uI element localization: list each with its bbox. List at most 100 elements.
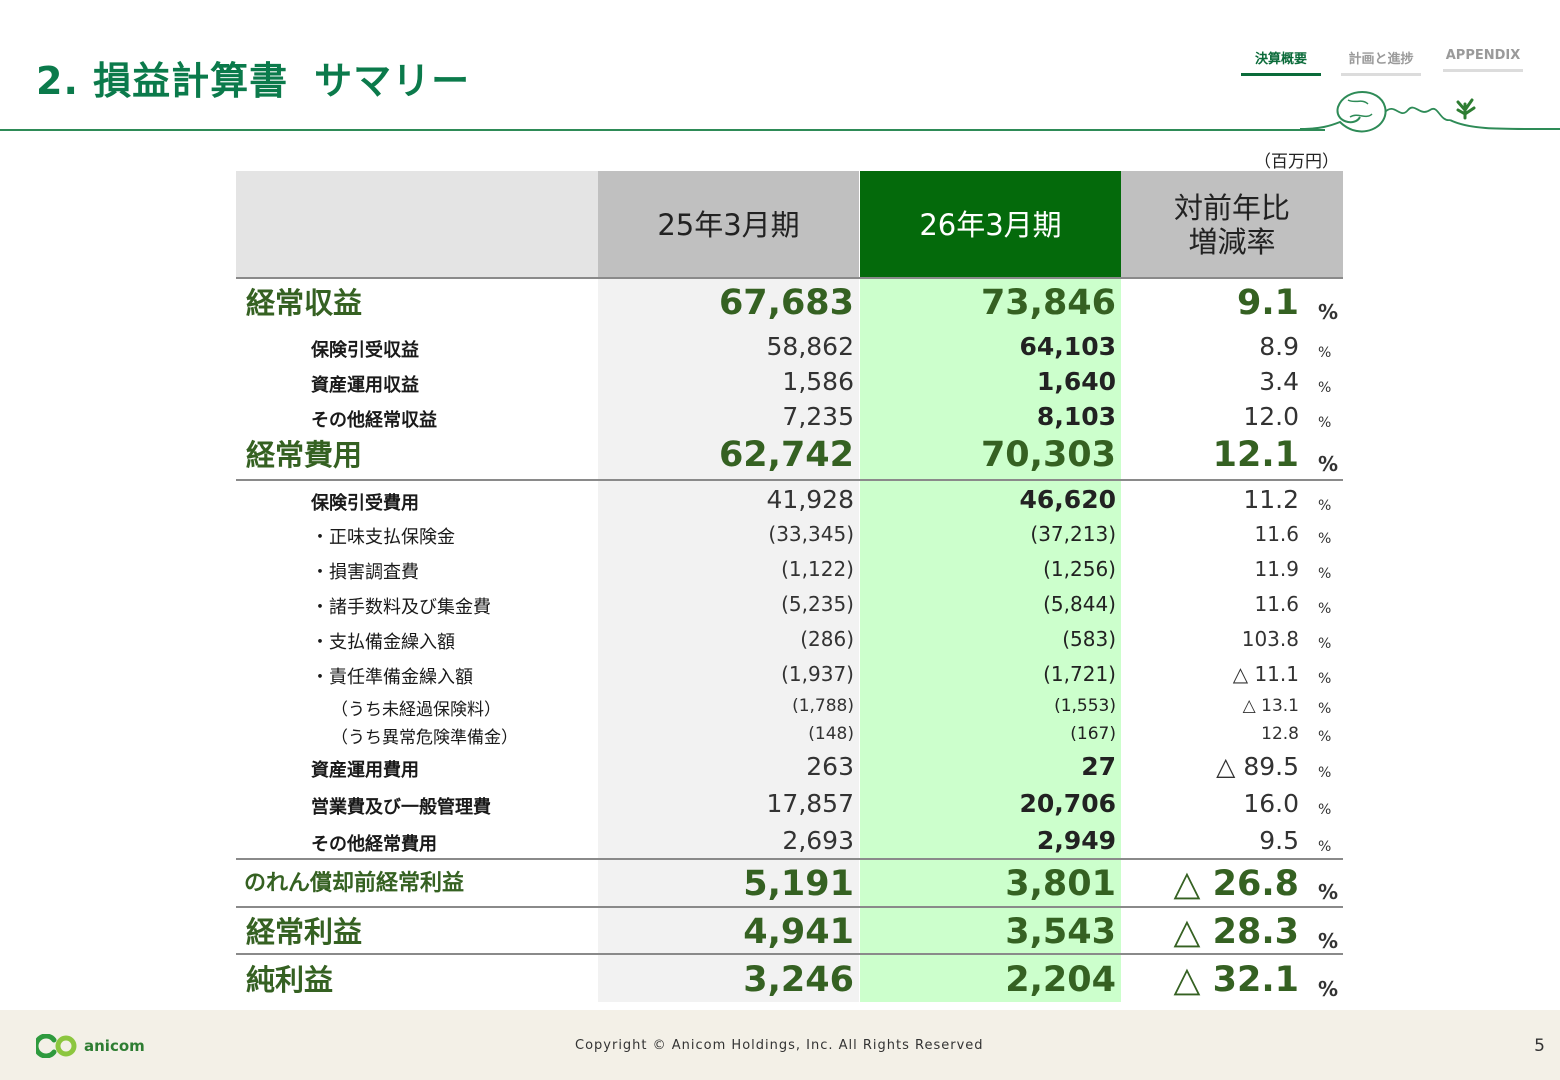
yoy-rate-value: △ 28.3 (1173, 912, 1299, 952)
yoy-rate-value: △ 32.1 (1173, 960, 1299, 1000)
col-header-rate: 対前年比 増減率 (1173, 190, 1290, 259)
percent-unit: % (1318, 880, 1339, 904)
row-label: 経常収益 (246, 286, 363, 320)
copyright-text: Copyright © Anicom Holdings, Inc. All Ri… (575, 1038, 984, 1053)
row-label: （うち未経過保険料） (331, 700, 501, 720)
header-divider (0, 129, 1325, 131)
current-year-value: (1,721) (1043, 662, 1116, 686)
row-label: ・支払備金繰入額 (311, 632, 455, 653)
row-divider (236, 906, 1343, 908)
page-subtitle: サマリー (314, 59, 471, 103)
row-label: のれん償却前経常利益 (244, 871, 465, 896)
nav-tab-results-overview[interactable]: 決算概要 (1241, 48, 1321, 76)
current-year-column-bg (860, 278, 1121, 1002)
yoy-rate-value: 8.9 (1259, 332, 1299, 361)
current-year-value: (1,553) (1054, 696, 1116, 716)
current-year-value: 46,620 (1019, 485, 1116, 514)
percent-unit: % (1318, 765, 1332, 781)
prev-year-value: 7,235 (782, 402, 854, 431)
yoy-rate-value: 103.8 (1241, 627, 1299, 651)
prev-year-value: (1,788) (792, 696, 854, 716)
percent-unit: % (1318, 566, 1332, 582)
percent-unit: % (1318, 531, 1332, 547)
current-year-value: (5,844) (1043, 592, 1116, 616)
prev-year-value: 67,683 (718, 283, 854, 323)
row-label: 営業費及び一般管理費 (311, 797, 491, 818)
prev-year-column-bg (598, 278, 859, 1002)
row-divider (236, 479, 1343, 481)
page-number: 5 (1534, 1036, 1545, 1056)
current-year-value: 20,706 (1019, 789, 1116, 818)
row-divider (236, 277, 1343, 279)
percent-unit: % (1318, 701, 1332, 717)
prev-year-value: (33,345) (768, 522, 854, 546)
page-title-main: 2. 損益計算書 (36, 59, 289, 103)
prev-year-value: 58,862 (766, 332, 854, 361)
percent-unit: % (1318, 839, 1332, 855)
yoy-rate-value: 12.1 (1212, 435, 1299, 475)
row-label: 保険引受収益 (311, 340, 419, 361)
percent-unit: % (1318, 671, 1332, 687)
row-label: ・諸手数料及び集金費 (311, 597, 491, 618)
yoy-rate-value: △ 89.5 (1216, 752, 1299, 781)
col-header-current: 26年3月期 (919, 207, 1062, 242)
row-label: 経常費用 (246, 438, 363, 472)
percent-unit: % (1318, 345, 1332, 361)
anicom-logo-icon (36, 1034, 77, 1058)
current-year-value: (167) (1070, 724, 1116, 744)
percent-unit: % (1318, 452, 1339, 476)
footer-bar (0, 1010, 1560, 1080)
current-year-value: (37,213) (1030, 522, 1116, 546)
yoy-rate-value: 11.2 (1243, 485, 1299, 514)
percent-unit: % (1318, 498, 1332, 514)
row-label: 資産運用費用 (311, 760, 419, 781)
current-year-value: 27 (1081, 752, 1116, 781)
row-label: その他経常費用 (311, 834, 437, 855)
current-year-value: 3,801 (1005, 864, 1116, 904)
current-year-value: (1,256) (1043, 557, 1116, 581)
yoy-rate-value: △ 13.1 (1242, 696, 1299, 716)
label-header-cell (236, 171, 598, 278)
current-year-header-bg (860, 171, 1121, 278)
current-year-value: 64,103 (1019, 332, 1116, 361)
yoy-rate-value: 11.9 (1254, 557, 1299, 581)
row-label: その他経常収益 (311, 410, 437, 431)
row-label: 純利益 (246, 963, 334, 997)
yoy-rate-value: 12.8 (1261, 724, 1299, 744)
current-year-value: 73,846 (980, 283, 1116, 323)
yoy-rate-value: 9.1 (1236, 283, 1299, 323)
rate-header-bg (1121, 171, 1343, 278)
row-divider (236, 858, 1343, 860)
yoy-rate-value: 11.6 (1254, 592, 1299, 616)
yoy-rate-value: 11.6 (1254, 522, 1299, 546)
prev-year-value: 4,941 (743, 912, 854, 952)
logo-text: anicom (84, 1037, 145, 1055)
nav-tab-appendix[interactable]: APPENDIX (1443, 48, 1523, 72)
yoy-rate-value: 3.4 (1259, 367, 1299, 396)
prev-year-value: (148) (808, 724, 854, 744)
row-label: 資産運用収益 (311, 375, 419, 396)
row-label: 経常利益 (246, 915, 363, 949)
prev-year-value: (1,937) (781, 662, 854, 686)
prev-year-value: 1,586 (782, 367, 854, 396)
col-header-prev: 25年3月期 (657, 207, 800, 242)
yoy-rate-value: 12.0 (1243, 402, 1299, 431)
prev-year-value: 62,742 (718, 435, 854, 475)
prev-year-value: (1,122) (781, 557, 854, 581)
nav-tab-plan-progress[interactable]: 計画と進捗 (1341, 48, 1421, 76)
prev-year-value: 5,191 (743, 864, 854, 904)
row-label: ・責任準備金繰入額 (311, 667, 473, 688)
current-year-value: 3,543 (1005, 912, 1116, 952)
prev-year-value: 2,693 (782, 826, 854, 855)
current-year-value: (583) (1062, 627, 1116, 651)
prev-year-value: (5,235) (781, 592, 854, 616)
percent-unit: % (1318, 300, 1339, 324)
percent-unit: % (1318, 977, 1339, 1001)
current-year-value: 1,640 (1036, 367, 1116, 396)
current-year-value: 70,303 (980, 435, 1116, 475)
prev-year-value: 263 (806, 752, 854, 781)
prev-year-value: (286) (800, 627, 854, 651)
prev-year-value: 17,857 (766, 789, 854, 818)
yoy-rate-value: 16.0 (1243, 789, 1299, 818)
row-divider (236, 953, 1343, 955)
